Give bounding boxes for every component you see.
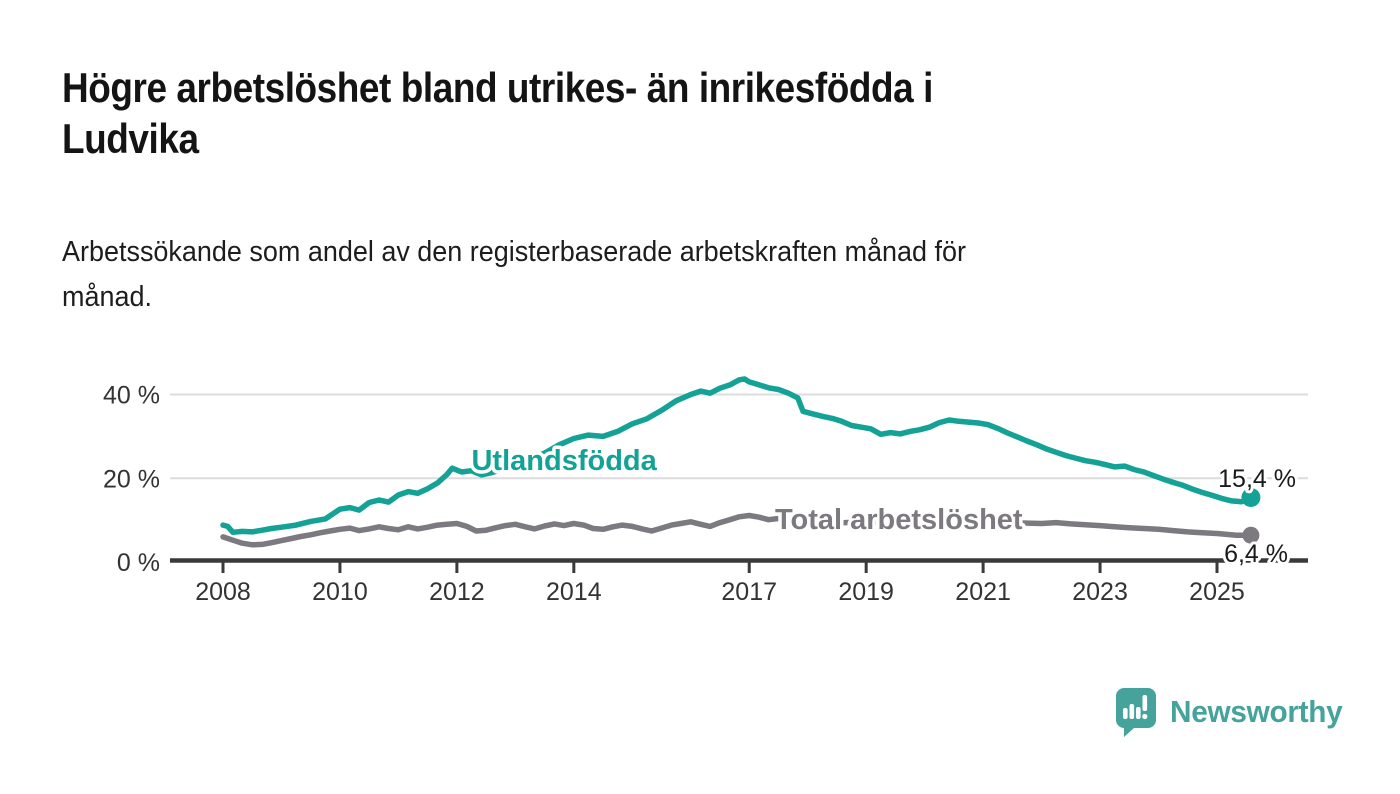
series-end-dot-total <box>1242 526 1260 544</box>
y-axis-label: 20 % <box>103 465 160 493</box>
exclamation-stem <box>1142 695 1148 711</box>
end-value-label-utlandsfodda: 15,4 % <box>1218 465 1296 493</box>
page-subtitle-line1: Arbetssökande som andel av den registerb… <box>62 236 967 268</box>
page-subtitle-line2: månad. <box>62 280 152 313</box>
x-axis-label: 2023 <box>1072 578 1128 606</box>
series-line-total <box>220 512 1254 548</box>
x-axis-label: 2021 <box>955 578 1011 606</box>
series-line-utlandsfodda <box>220 376 1254 536</box>
end-value-label-total: 6,4 % <box>1224 540 1288 568</box>
newsworthy-logo-text: Newsworthy <box>1170 694 1343 729</box>
x-axis-label: 2008 <box>195 578 251 606</box>
series-label-utlandsfodda: Utlandsfödda <box>471 445 657 477</box>
x-axis-label: 2012 <box>429 578 485 606</box>
page-subtitle: Arbetssökande som andel av den registerb… <box>62 230 1290 320</box>
page-title-line2: Ludvika <box>62 115 199 163</box>
newsworthy-logo: Newsworthy <box>1114 686 1350 738</box>
series-label-total: Total arbetslöshet <box>775 504 1023 536</box>
x-axis-label: 2025 <box>1189 578 1245 606</box>
y-axis-label: 0 % <box>117 549 160 577</box>
newsworthy-logo-icon <box>1116 688 1156 737</box>
x-axis-label: 2014 <box>546 578 602 606</box>
bar-chart-glyph <box>1123 695 1148 720</box>
exclamation-dot <box>1142 713 1148 720</box>
series-end-dot-utlandsfodda <box>1241 488 1261 508</box>
page-title: Högre arbetslöshet bland utrikes- än inr… <box>62 62 1206 164</box>
x-axis-label: 2010 <box>312 578 368 606</box>
y-axis-label: 40 % <box>103 382 160 410</box>
page-title-line1: Högre arbetslöshet bland utrikes- än inr… <box>62 64 933 111</box>
x-axis-label: 2019 <box>838 578 894 606</box>
x-axis-label: 2017 <box>721 578 777 606</box>
